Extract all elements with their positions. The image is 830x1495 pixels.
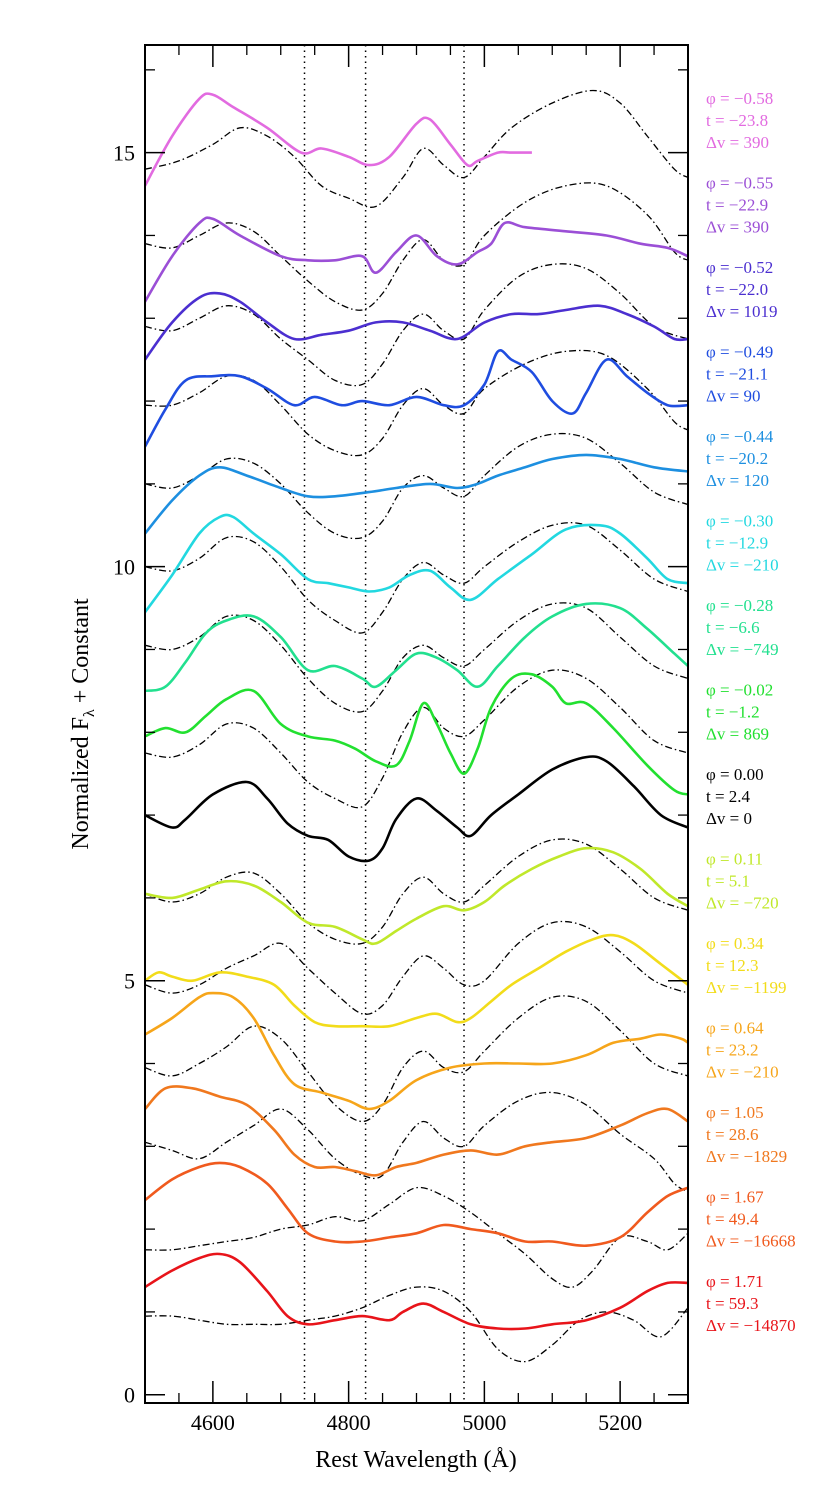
label-t-8: t = −1.2 — [706, 703, 760, 722]
spectrum-line-3 — [145, 291, 688, 361]
label-phi-4: φ = −0.49 — [706, 343, 773, 362]
spectrum-line-5 — [145, 453, 688, 535]
spectrum-line-10 — [145, 846, 688, 946]
x-axis-label: Rest Wavelength (Å) — [315, 1447, 517, 1473]
label-dv-15: Δv = −14870 — [706, 1316, 796, 1335]
spectrum-line-1 — [145, 92, 532, 187]
spectrum-line-13 — [145, 1085, 688, 1177]
label-phi-2: φ = −0.55 — [706, 174, 773, 193]
spectrum-line-2 — [145, 216, 688, 303]
spectrum-line-8 — [145, 672, 688, 796]
spectrum-line-6 — [145, 513, 688, 613]
label-phi-1: φ = −0.58 — [706, 89, 773, 108]
axis-ticks: 4600 4800 5000 5200 0 5 10 15 — [113, 45, 688, 1435]
label-phi-11: φ = 0.34 — [706, 934, 764, 953]
y-axis-label-tail: + Constant — [68, 598, 94, 709]
spectrum-line-4 — [145, 349, 688, 448]
label-phi-8: φ = −0.02 — [706, 681, 773, 700]
label-dv-2: Δv = 390 — [706, 218, 769, 237]
label-t-11: t = 12.3 — [706, 956, 759, 975]
label-t-14: t = 49.4 — [706, 1210, 759, 1229]
comparison-spectrum-11 — [145, 920, 688, 1015]
spectrum-line-12 — [145, 991, 688, 1111]
y-axis-label-sub: λ — [81, 709, 98, 717]
label-phi-10: φ = 0.11 — [706, 850, 763, 869]
label-phi-6: φ = −0.30 — [706, 512, 773, 531]
label-phi-3: φ = −0.52 — [706, 258, 773, 277]
comparison-spectrum-8 — [145, 669, 688, 809]
label-dv-4: Δv = 90 — [706, 387, 761, 406]
comparison-spectrum-1 — [145, 89, 688, 208]
spectrum-line-7 — [145, 602, 688, 693]
label-t-13: t = 28.6 — [706, 1125, 759, 1144]
label-dv-6: Δv = −210 — [706, 556, 779, 575]
label-t-9: t = 2.4 — [706, 787, 751, 806]
spectrum-line-14 — [145, 1161, 688, 1248]
label-dv-3: Δv = 1019 — [706, 302, 778, 321]
comparison-spectrum-6 — [145, 522, 688, 634]
spectrum-line-15 — [145, 1252, 688, 1331]
label-dv-1: Δv = 390 — [706, 133, 769, 152]
label-dv-7: Δv = −749 — [706, 640, 779, 659]
label-dv-5: Δv = 120 — [706, 471, 769, 490]
label-dv-11: Δv = −1199 — [706, 978, 786, 997]
comparison-spectrum-14 — [145, 1186, 688, 1289]
y-tick-label: 15 — [113, 141, 135, 166]
comparison-spectrum-2 — [145, 182, 688, 311]
label-phi-5: φ = −0.44 — [706, 427, 774, 446]
comparison-spectrum-13 — [145, 1091, 688, 1193]
spectrum-line-11 — [145, 933, 688, 1029]
label-phi-13: φ = 1.05 — [706, 1103, 764, 1122]
label-t-12: t = 23.2 — [706, 1041, 759, 1060]
comparison-spectrum-10 — [145, 838, 688, 945]
x-tick-label: 5200 — [598, 1410, 642, 1435]
comparison-spectrum-7 — [145, 602, 688, 713]
label-dv-12: Δv = −210 — [706, 1063, 779, 1082]
label-dv-9: Δv = 0 — [706, 809, 752, 828]
label-t-5: t = −20.2 — [706, 449, 768, 468]
label-dv-10: Δv = −720 — [706, 894, 779, 913]
series-layer — [145, 89, 688, 1363]
label-phi-9: φ = 0.00 — [706, 765, 764, 784]
label-t-10: t = 5.1 — [706, 872, 750, 891]
label-t-6: t = −12.9 — [706, 534, 768, 553]
reference-lines — [303, 45, 465, 1403]
x-tick-label: 4800 — [327, 1410, 371, 1435]
label-dv-13: Δv = −1829 — [706, 1147, 787, 1166]
label-t-1: t = −23.8 — [706, 111, 768, 130]
comparison-spectrum-15 — [145, 1286, 688, 1363]
label-t-2: t = −22.9 — [706, 196, 768, 215]
label-dv-8: Δv = 869 — [706, 725, 769, 744]
series-labels: φ = −0.58 t = −23.8 Δv = 390 φ = −0.55 t = −… — [706, 89, 796, 1335]
label-dv-14: Δv = −16668 — [706, 1232, 796, 1251]
comparison-spectrum-4 — [145, 349, 688, 457]
y-tick-label: 0 — [124, 1383, 135, 1408]
label-t-3: t = −22.0 — [706, 280, 768, 299]
y-tick-label: 5 — [124, 969, 135, 994]
label-phi-14: φ = 1.67 — [706, 1188, 764, 1207]
y-tick-label: 10 — [113, 555, 135, 580]
x-tick-label: 4600 — [191, 1410, 235, 1435]
label-t-4: t = −21.1 — [706, 365, 768, 384]
x-tick-label: 5000 — [462, 1410, 506, 1435]
label-phi-15: φ = 1.71 — [706, 1272, 764, 1291]
spectrum-line-9 — [145, 755, 688, 863]
y-axis-label: Normalized Fλ + Constant — [68, 598, 98, 850]
comparison-spectrum-3 — [145, 263, 688, 387]
label-t-7: t = −6.6 — [706, 618, 760, 637]
comparison-spectrum-12 — [145, 995, 688, 1123]
label-phi-7: φ = −0.28 — [706, 596, 773, 615]
label-phi-12: φ = 0.64 — [706, 1019, 764, 1038]
label-t-15: t = 59.3 — [706, 1294, 759, 1313]
y-axis-label-main: Normalized F — [68, 717, 94, 850]
